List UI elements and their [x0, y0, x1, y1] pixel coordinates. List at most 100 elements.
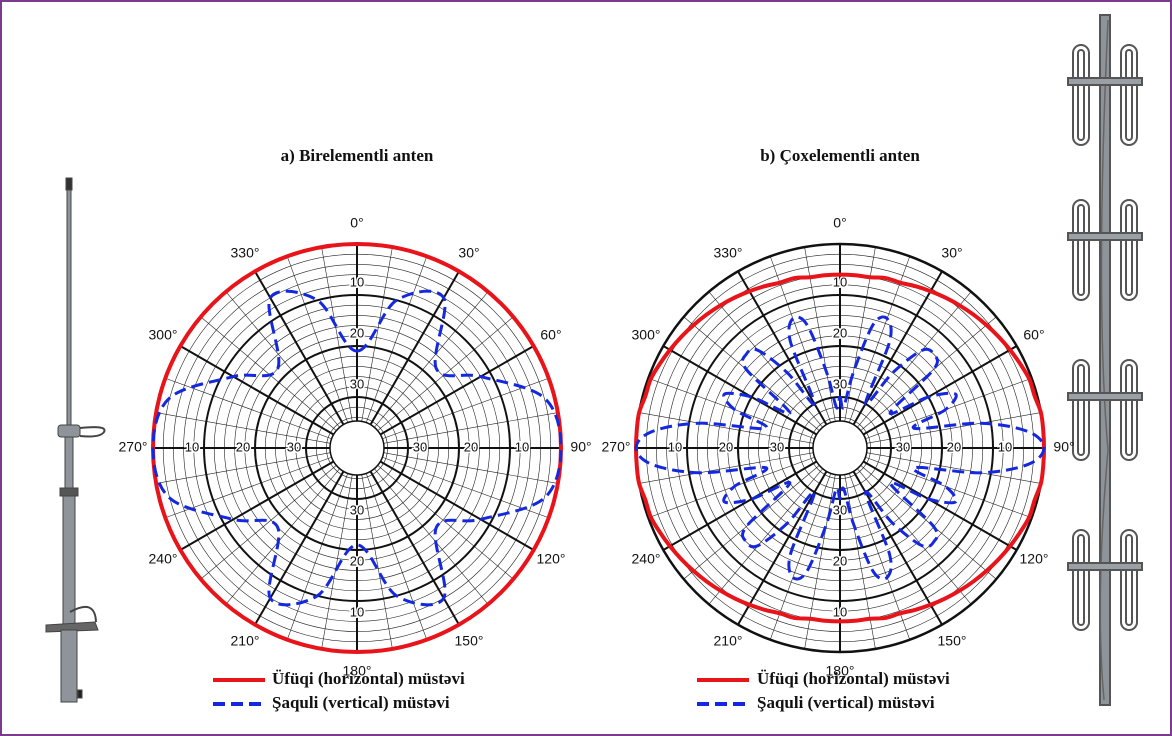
minor-grid-spoke	[382, 456, 549, 519]
minor-grid-spoke	[648, 456, 815, 519]
minor-grid-spoke	[156, 412, 331, 444]
r-tick-label: 10	[515, 439, 529, 454]
legend-label: Şaquli (vertical) müstəvi	[757, 693, 935, 712]
angle-tick-label: 0°	[833, 215, 846, 231]
minor-grid-spoke	[361, 247, 393, 422]
r-tick-label: 20	[350, 325, 364, 340]
minor-grid-spoke	[383, 452, 558, 484]
minor-grid-spoke	[156, 452, 331, 484]
r-tick-label: 10	[833, 604, 847, 619]
grid-spoke	[862, 345, 1018, 436]
r-tick-label: 10	[998, 439, 1012, 454]
minor-grid-spoke	[365, 473, 428, 640]
minor-grid-spoke	[708, 291, 823, 428]
grid-spoke	[179, 460, 335, 551]
angle-tick-label: 150°	[938, 633, 967, 649]
grid-spoke	[737, 270, 828, 426]
angle-tick-label: 300°	[632, 327, 661, 343]
angle-tick-label: 120°	[1020, 551, 1049, 567]
series-line	[151, 289, 563, 607]
angle-tick-label: 240°	[149, 551, 178, 567]
r-tick-label: 30	[287, 439, 301, 454]
series-line	[634, 315, 1046, 581]
r-tick-label: 30	[350, 502, 364, 517]
angle-tick-label: 270°	[602, 439, 631, 455]
grid-spoke	[379, 460, 535, 551]
minor-grid-spoke	[286, 473, 349, 640]
angle-tick-label: 60°	[1023, 327, 1044, 343]
chart-title: b) Çoxelementli anten	[760, 146, 920, 165]
minor-grid-spoke	[321, 474, 353, 649]
angle-tick-label: 330°	[231, 245, 260, 261]
minor-grid-spoke	[165, 456, 332, 519]
minor-grid-spoke	[866, 452, 1041, 484]
angle-tick-label: 90°	[1053, 439, 1074, 455]
r-tick-label: 30	[833, 502, 847, 517]
minor-grid-spoke	[286, 256, 349, 423]
r-tick-label: 30	[896, 439, 910, 454]
center-hole	[812, 420, 868, 476]
legend-label: Şaquli (vertical) müstəvi	[272, 693, 450, 712]
minor-grid-spoke	[857, 468, 972, 605]
angle-tick-label: 210°	[231, 633, 260, 649]
minor-grid-spoke	[382, 377, 549, 440]
minor-grid-spoke	[860, 465, 997, 580]
grid-spoke	[662, 345, 818, 436]
minor-grid-spoke	[866, 412, 1041, 444]
minor-grid-spoke	[200, 465, 337, 580]
r-tick-label: 30	[350, 376, 364, 391]
angle-tick-label: 180°	[826, 663, 855, 679]
minor-grid-spoke	[365, 256, 428, 423]
angle-tick-label: 30°	[941, 245, 962, 261]
angle-tick-label: 90°	[570, 439, 591, 455]
r-tick-label: 10	[185, 439, 199, 454]
r-tick-label: 20	[236, 439, 250, 454]
minor-grid-spoke	[377, 465, 514, 580]
angle-tick-label: 0°	[350, 215, 363, 231]
r-tick-label: 20	[719, 439, 733, 454]
minor-grid-spoke	[708, 468, 823, 605]
r-tick-label: 20	[464, 439, 478, 454]
grid-spoke	[179, 345, 335, 436]
minor-grid-spoke	[225, 291, 340, 428]
grid-spoke	[852, 270, 943, 426]
r-tick-label: 30	[833, 376, 847, 391]
legend-label: Üfüqi (horizontal) müstəvi	[757, 669, 950, 688]
grid-spoke	[862, 460, 1018, 551]
minor-grid-spoke	[865, 377, 1032, 440]
angle-tick-label: 210°	[714, 633, 743, 649]
minor-grid-spoke	[683, 316, 820, 431]
minor-grid-spoke	[374, 468, 489, 605]
angle-tick-label: 240°	[632, 551, 661, 567]
grid-spoke	[379, 345, 535, 436]
angle-tick-label: 300°	[149, 327, 178, 343]
r-tick-label: 30	[770, 439, 784, 454]
minor-grid-spoke	[361, 474, 393, 649]
minor-grid-spoke	[321, 247, 353, 422]
minor-grid-spoke	[639, 412, 814, 444]
angle-tick-label: 330°	[714, 245, 743, 261]
r-tick-label: 20	[947, 439, 961, 454]
angle-tick-label: 270°	[119, 439, 148, 455]
angle-tick-label: 60°	[540, 327, 561, 343]
r-tick-label: 10	[668, 439, 682, 454]
minor-grid-spoke	[225, 468, 340, 605]
angle-tick-label: 120°	[537, 551, 566, 567]
r-tick-label: 20	[833, 325, 847, 340]
series-line	[150, 241, 564, 655]
grid-spoke	[852, 470, 943, 626]
grid-spoke	[737, 470, 828, 626]
minor-grid-spoke	[374, 291, 489, 428]
legend-label: Üfüqi (horizontal) müstəvi	[272, 669, 465, 688]
minor-grid-spoke	[857, 291, 972, 428]
r-tick-label: 10	[350, 604, 364, 619]
minor-grid-spoke	[639, 452, 814, 484]
r-tick-label: 30	[413, 439, 427, 454]
angle-tick-label: 150°	[455, 633, 484, 649]
angle-tick-label: 30°	[458, 245, 479, 261]
multi-element-antenna	[1067, 14, 1143, 706]
r-tick-label: 20	[833, 553, 847, 568]
r-tick-label: 10	[350, 274, 364, 289]
